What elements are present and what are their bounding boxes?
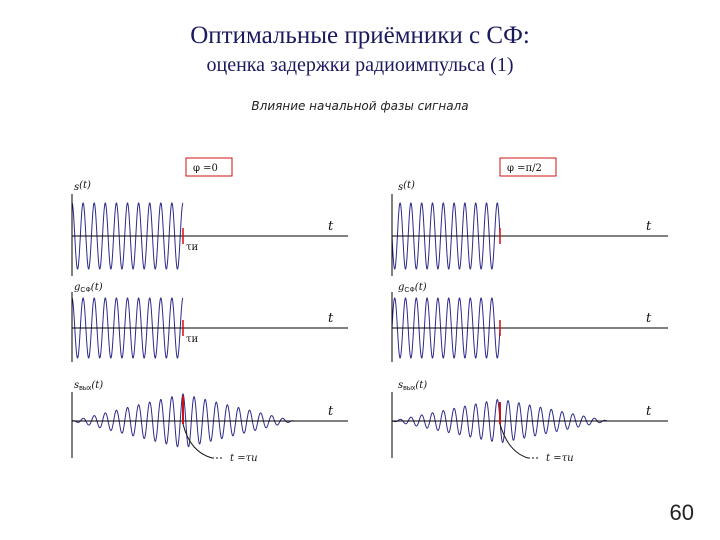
left-row3-annotation-leader (182, 423, 213, 459)
left-row1-tau-label: τи (186, 242, 199, 253)
right-row2-label: gСФ(t) (398, 282, 427, 294)
right-row3-label: sвых(t) (398, 380, 427, 392)
left-row1-axis-label: t (328, 219, 334, 234)
right-row1-axis-label: t (646, 219, 652, 234)
page-number: 60 (669, 500, 694, 525)
right-row2-axis-label: t (646, 311, 652, 326)
slide-subtitle: оценка задержки радиоимпульса (1) (206, 54, 514, 76)
right-row3-annotation-leader (499, 423, 529, 459)
left-panel: φ =0 s(t) t τи gСФ(t) t τи sвых(t) t t =… (71, 157, 348, 464)
left-phase-box (185, 157, 233, 177)
left-row2-label: gСФ(t) (74, 282, 103, 294)
right-phase-label: φ =π/2 (507, 163, 542, 174)
left-row3-label: sвых(t) (74, 380, 103, 392)
right-panel: φ =π/2 s(t) t gСФ(t) t sвых(t) t t =τи (391, 157, 668, 464)
slide-title: Оптимальные приёмники с СФ: (190, 22, 530, 49)
left-row1-label: s(t) (74, 180, 91, 193)
right-row3-annotation: t =τи (546, 453, 574, 464)
left-row2-tau-label: τи (186, 334, 199, 345)
right-row1-label: s(t) (398, 180, 415, 193)
left-row3-waveform (71, 393, 295, 448)
left-row2-axis-label: t (328, 311, 334, 326)
left-row2-waveform (71, 297, 184, 359)
left-row3-axis-label: t (328, 404, 334, 419)
right-row3-axis-label: t (646, 404, 652, 419)
figure-caption: Влияние начальной фазы сигнала (251, 99, 469, 113)
left-phase-label: φ =0 (193, 163, 218, 174)
left-row1-waveform (71, 202, 184, 270)
right-phase-box (499, 157, 557, 177)
left-row3-annotation: t =τи (230, 453, 258, 464)
